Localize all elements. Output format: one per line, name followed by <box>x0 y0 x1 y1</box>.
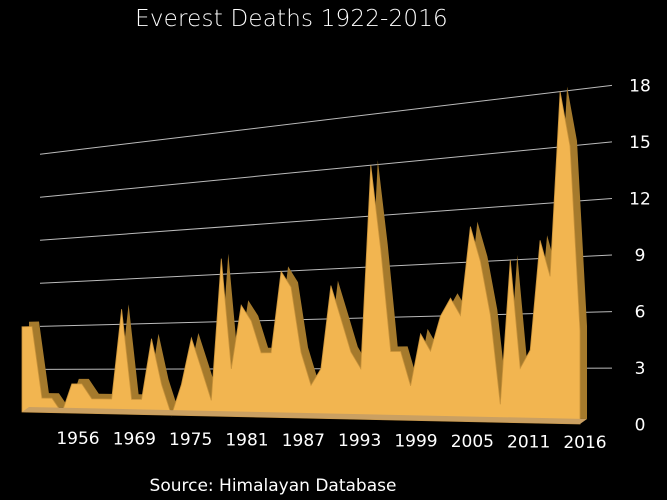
data-point <box>579 330 581 332</box>
data-point <box>389 350 391 352</box>
data-point <box>330 284 332 286</box>
data-point <box>479 260 481 262</box>
data-point <box>31 325 33 327</box>
data-point <box>549 275 551 277</box>
data-point <box>180 383 182 385</box>
data-point <box>320 368 322 370</box>
area-base-edge <box>22 407 587 424</box>
data-point <box>230 368 232 370</box>
y-tick-label: 12 <box>629 189 651 209</box>
data-area <box>21 86 587 425</box>
data-point <box>170 414 172 416</box>
data-point <box>399 350 401 352</box>
data-point <box>220 257 222 259</box>
chart-title: Everest Deaths 1922-2016 <box>135 6 448 32</box>
data-point <box>350 351 352 353</box>
data-point <box>61 412 63 414</box>
y-axis-ticks: 0 3 6 9 12 15 18 <box>629 76 651 435</box>
data-point <box>469 225 471 227</box>
x-axis-ticks: 1956 1969 1975 1981 1987 1993 1999 2005 2011 2016 <box>56 429 606 453</box>
y-tick-label: 6 <box>635 303 646 323</box>
area-series <box>21 91 581 425</box>
data-point <box>280 270 282 272</box>
data-point <box>130 398 132 400</box>
data-point <box>200 368 202 370</box>
data-point <box>210 399 212 401</box>
x-tick-label: 1993 <box>338 431 381 451</box>
x-tick-label: 2011 <box>507 433 550 453</box>
data-point <box>270 352 272 354</box>
data-point <box>439 315 441 317</box>
y-tick-label: 9 <box>635 246 646 266</box>
gridline <box>39 197 613 241</box>
data-point <box>340 317 342 319</box>
data-point <box>499 403 501 405</box>
gridline <box>39 141 613 198</box>
data-point <box>489 314 491 316</box>
y-tick-label: 18 <box>629 76 651 96</box>
y-tick-label: 15 <box>629 133 651 153</box>
x-tick-label: 2005 <box>451 432 494 452</box>
data-point <box>370 164 372 166</box>
data-point <box>559 90 561 92</box>
data-point <box>529 349 531 351</box>
x-tick-label: 1969 <box>113 429 156 449</box>
data-point <box>150 337 152 339</box>
gridline <box>39 84 613 155</box>
chart-source: Source: Himalayan Database <box>149 476 397 496</box>
data-point <box>419 333 421 335</box>
data-point <box>519 367 521 369</box>
data-point <box>459 314 461 316</box>
data-point <box>240 304 242 306</box>
data-point <box>140 398 142 400</box>
data-point <box>101 398 103 400</box>
data-point <box>310 384 312 386</box>
data-point <box>300 351 302 353</box>
x-tick-label: 1987 <box>282 431 325 451</box>
x-tick-label: 1956 <box>56 429 99 449</box>
data-point <box>21 326 23 328</box>
data-point <box>290 286 292 288</box>
x-tick-label: 1999 <box>394 432 437 452</box>
data-point <box>51 397 53 399</box>
data-point <box>91 398 93 400</box>
data-point <box>569 145 571 147</box>
data-point <box>539 239 541 241</box>
data-point <box>429 350 431 352</box>
data-point <box>449 297 451 299</box>
x-tick-label: 2016 <box>563 433 606 453</box>
data-point <box>160 383 162 385</box>
data-point <box>260 352 262 354</box>
data-point <box>41 397 43 399</box>
data-point <box>71 383 73 385</box>
data-point <box>409 385 411 387</box>
data-point <box>81 383 83 385</box>
data-point <box>360 367 362 369</box>
y-tick-label: 3 <box>635 359 646 379</box>
y-tick-label: 0 <box>635 416 646 436</box>
data-point <box>509 259 511 261</box>
data-point <box>380 248 382 250</box>
data-point <box>110 398 112 400</box>
x-tick-label: 1981 <box>225 430 268 450</box>
data-point <box>250 320 252 322</box>
data-point <box>190 337 192 339</box>
gridline <box>39 254 613 284</box>
x-tick-label: 1975 <box>169 430 212 450</box>
data-point <box>120 308 122 310</box>
